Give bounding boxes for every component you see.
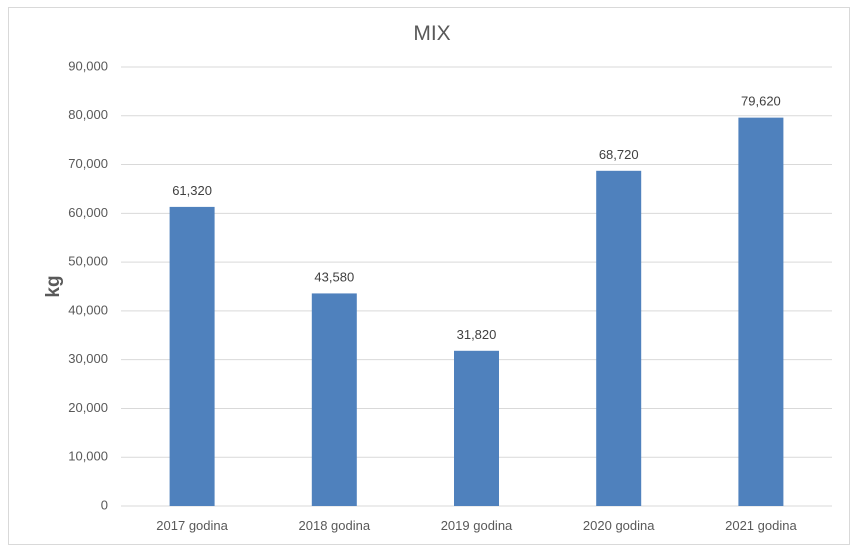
data-label: 31,820 (457, 327, 497, 342)
data-label: 43,580 (314, 269, 354, 284)
x-category-label: 2021 godina (725, 518, 797, 533)
y-tick-label: 40,000 (68, 302, 108, 317)
y-tick-label: 70,000 (68, 156, 108, 171)
bars (169, 117, 784, 507)
y-tick-label: 80,000 (68, 107, 108, 122)
y-tick-label: 50,000 (68, 254, 108, 269)
bar-2021-godina (738, 117, 784, 506)
data-labels: 61,320 43,580 31,820 68,720 79,620 (172, 94, 781, 342)
data-label: 68,720 (599, 147, 639, 162)
y-axis-label: kg (43, 275, 64, 297)
data-label: 61,320 (172, 183, 212, 198)
y-tick-label: 10,000 (68, 449, 108, 464)
bar-2017-godina (169, 206, 215, 507)
x-category-label: 2020 godina (583, 518, 655, 533)
bar-2018-godina (311, 293, 357, 506)
x-category-label: 2018 godina (299, 518, 371, 533)
y-tick-label: 30,000 (68, 351, 108, 366)
y-tick-label: 90,000 (68, 58, 108, 73)
bar-2019-godina (454, 350, 499, 506)
chart-title: MIX (413, 22, 450, 45)
data-label: 79,620 (741, 94, 781, 109)
x-axis-categories: 2017 godina 2018 godina 2019 godina 2020 go… (156, 518, 797, 533)
x-category-label: 2019 godina (441, 518, 513, 533)
y-tick-label: 60,000 (68, 205, 108, 220)
y-axis-ticks: 0 10,000 20,000 30,000 40,000 50,000 60,000 70,… (68, 58, 108, 512)
bar-2020-godina (596, 170, 642, 506)
y-tick-label: 0 (101, 497, 108, 512)
x-category-label: 2017 godina (156, 518, 228, 533)
chart-frame (8, 7, 850, 545)
y-tick-label: 20,000 (68, 400, 108, 415)
gridlines (121, 66, 832, 507)
